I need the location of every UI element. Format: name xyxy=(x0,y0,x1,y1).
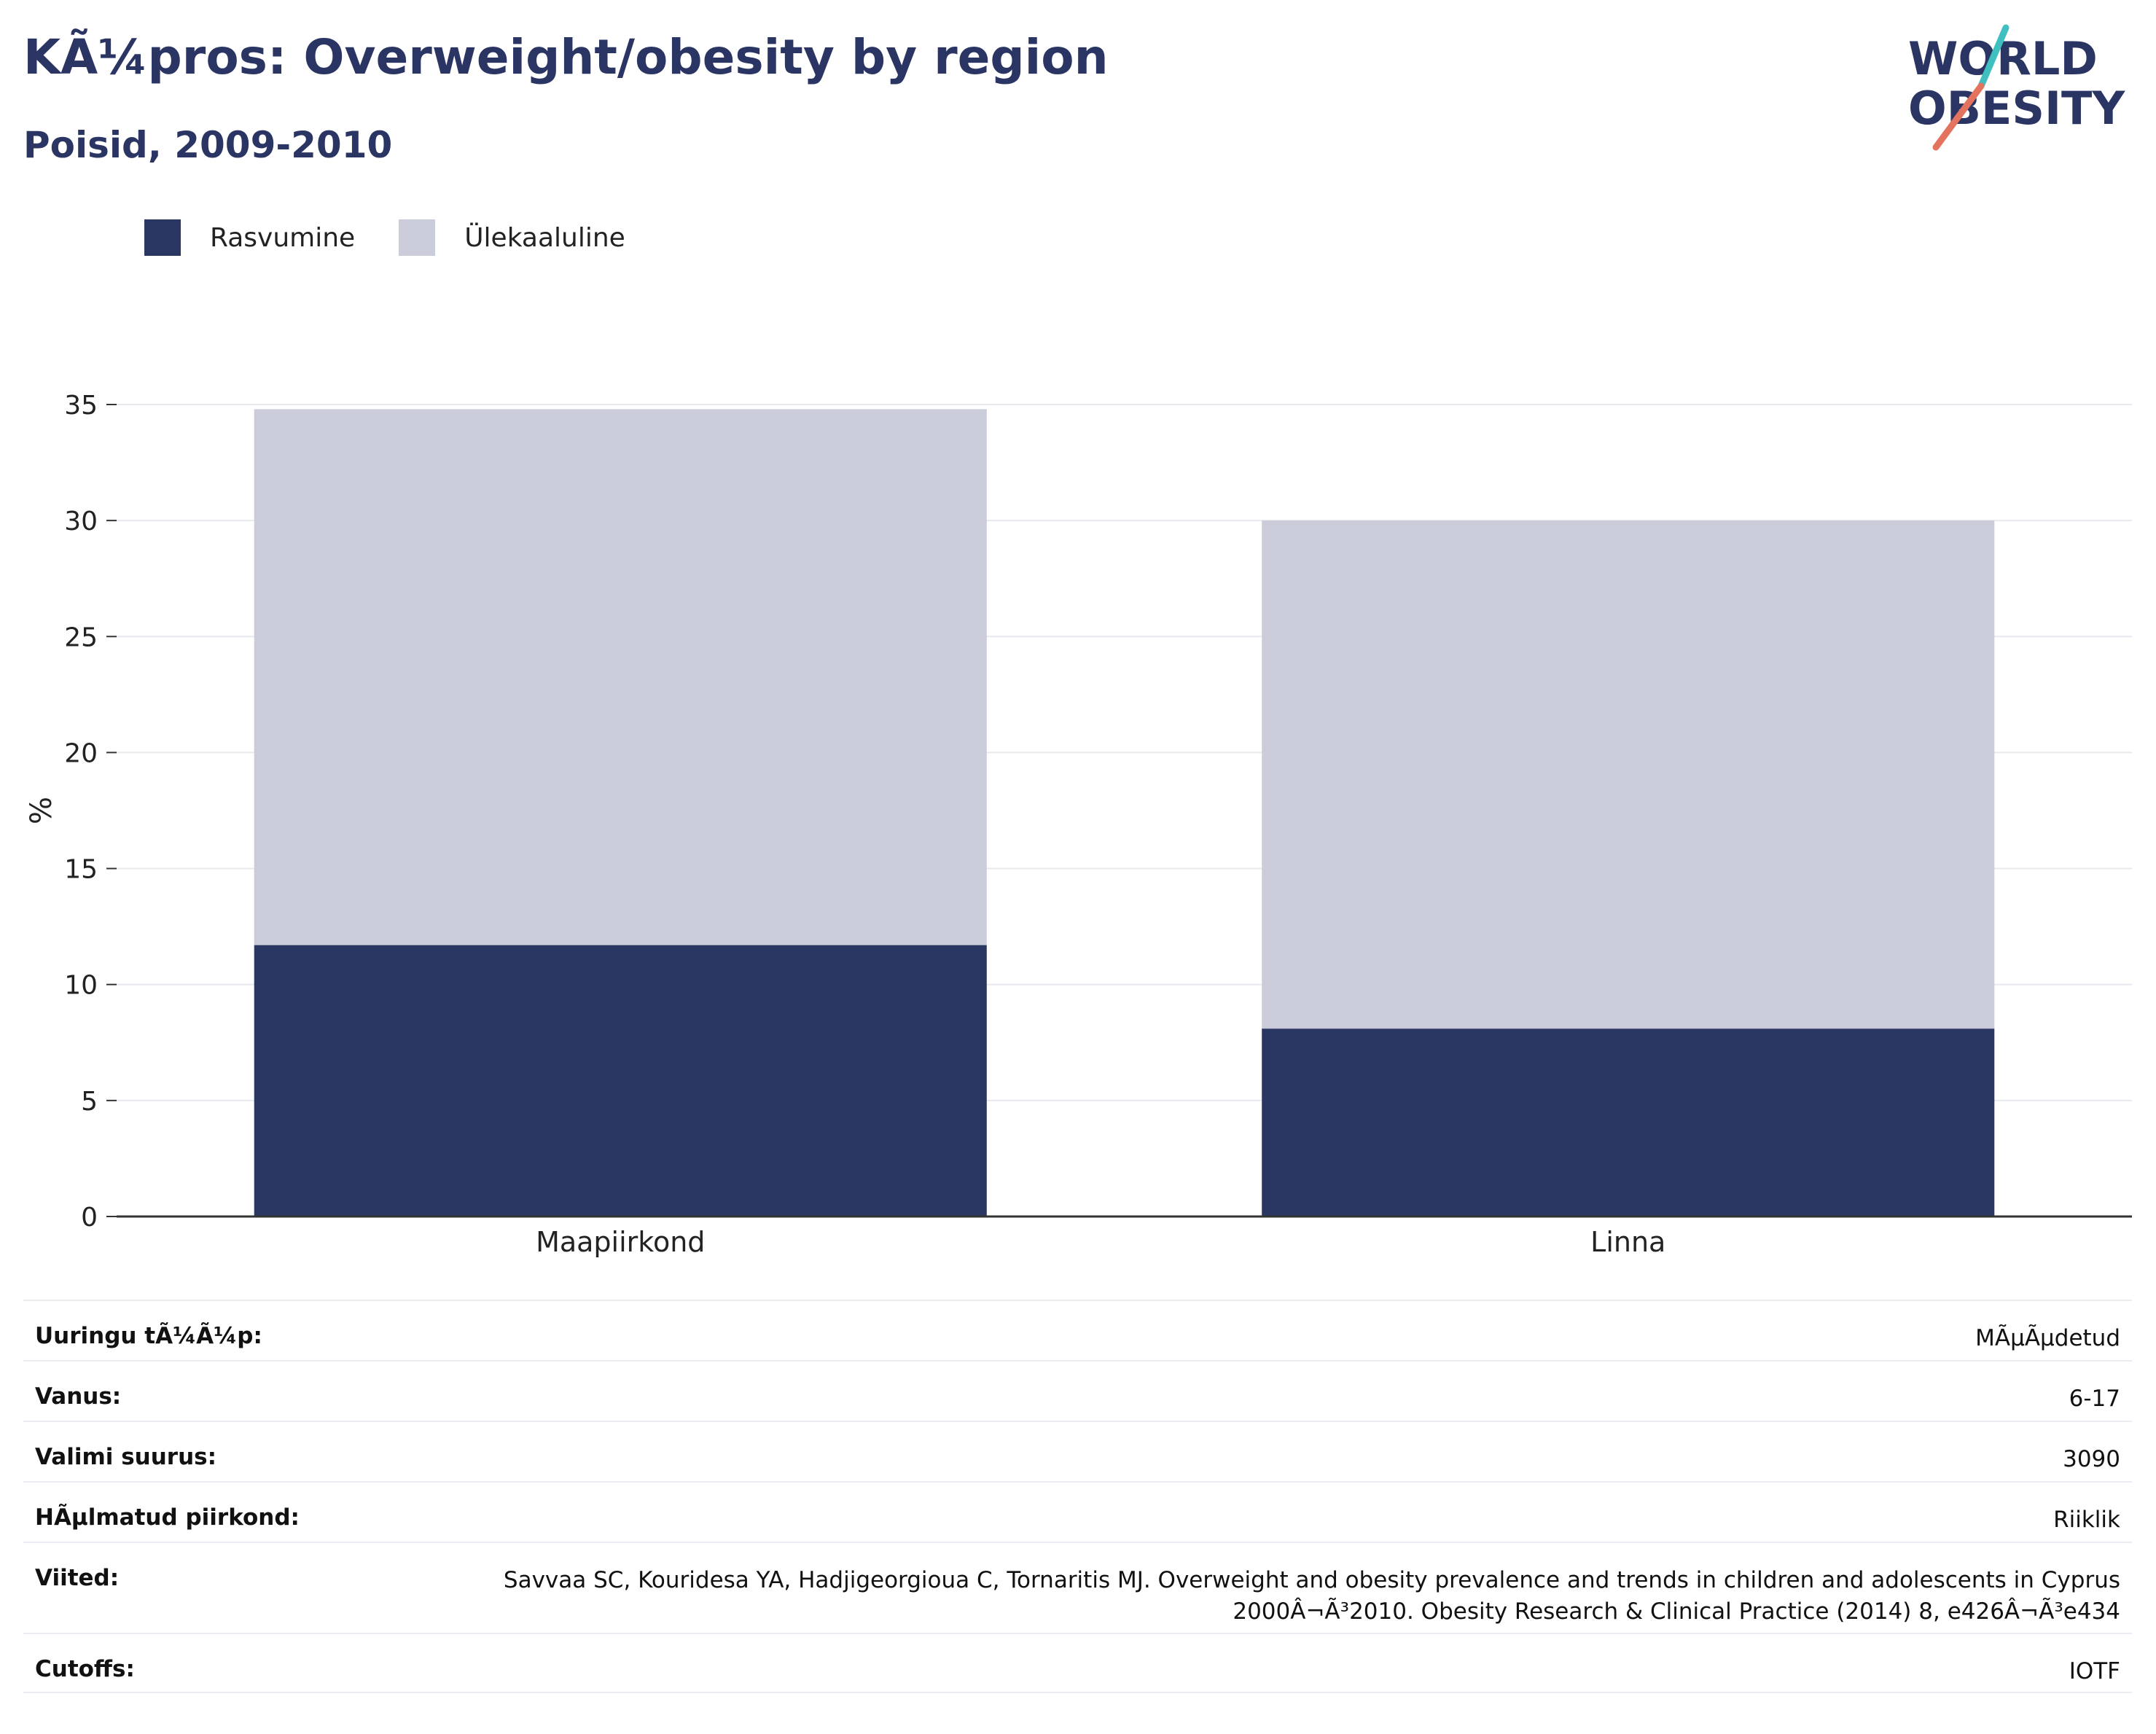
info-row-references: Viited: Savvaa SC, Kouridesa YA, Hadjige… xyxy=(23,1542,2132,1633)
y-tick-label: 10 xyxy=(64,971,98,1001)
y-tick-label: 30 xyxy=(64,507,98,536)
info-value-region-covered: Riiklik xyxy=(2053,1507,2120,1533)
info-label-cutoffs: Cutoffs: xyxy=(35,1656,135,1682)
bar-rasvumine xyxy=(254,945,987,1216)
chart-title: KÃ¼pros: Overweight/obesity by region xyxy=(23,29,1109,85)
legend-label-ulekaaluline: Ülekaaluline xyxy=(464,222,625,253)
info-label-sample-size: Valimi suurus: xyxy=(35,1444,216,1470)
logo-slash-teal xyxy=(1977,24,2009,90)
info-row-sample-size: Valimi suurus: 3090 xyxy=(23,1421,2132,1481)
y-tick-label: 25 xyxy=(64,622,98,652)
info-row-study-type: Uuringu tÃ¼Ã¼p: MÃµÃµdetud xyxy=(23,1300,2132,1360)
chart-subtitle: Poisid, 2009-2010 xyxy=(23,124,393,166)
info-value-sample-size: 3090 xyxy=(2063,1446,2120,1472)
bar-ulekaaluline xyxy=(254,409,987,945)
info-row-cutoffs: Cutoffs: IOTF xyxy=(23,1633,2132,1693)
y-tick-label: 35 xyxy=(64,391,98,421)
logo-text-obesity: OBESITY xyxy=(1908,82,2125,135)
info-label-study-type: Uuringu tÃ¼Ã¼p: xyxy=(35,1323,262,1349)
legend-label-rasvumine: Rasvumine xyxy=(210,222,356,253)
bar-rasvumine xyxy=(1262,1028,1995,1216)
info-value-study-type: MÃµÃµdetud xyxy=(1975,1325,2120,1351)
info-row-region-covered: HÃµlmatud piirkond: Riiklik xyxy=(23,1481,2132,1542)
legend-swatch-rasvumine xyxy=(144,219,181,256)
bar-ulekaaluline xyxy=(1262,520,1995,1029)
x-tick-label: Maapiirkond xyxy=(536,1226,705,1258)
info-label-age: Vanus: xyxy=(35,1383,122,1410)
y-tick-label: 20 xyxy=(64,738,98,768)
logo-slash-coral xyxy=(1932,82,1985,151)
x-tick-label: Linna xyxy=(1590,1226,1665,1258)
legend-item-rasvumine[interactable]: Rasvumine xyxy=(144,219,355,256)
y-tick-label: 0 xyxy=(81,1203,98,1233)
info-row-age: Vanus: 6-17 xyxy=(23,1360,2132,1421)
info-table: Uuringu tÃ¼Ã¼p: MÃµÃµdetud Vanus: 6-17 V… xyxy=(23,1300,2132,1693)
info-label-references: Viited: xyxy=(35,1565,120,1591)
legend-item-ulekaaluline[interactable]: Ülekaaluline xyxy=(399,219,625,256)
info-value-cutoffs: IOTF xyxy=(2069,1658,2120,1684)
y-tick-label: 5 xyxy=(81,1087,98,1117)
chart-legend: Rasvumine Ülekaaluline xyxy=(144,216,669,259)
y-tick-label: 15 xyxy=(64,855,98,885)
info-label-region-covered: HÃµlmatud piirkond: xyxy=(35,1504,300,1531)
info-value-age: 6-17 xyxy=(2069,1386,2120,1412)
legend-swatch-ulekaaluline xyxy=(399,219,436,256)
stacked-bar-chart: 0 5 10 15 20 25 30 35% Maapiirkond Linna xyxy=(25,391,2132,1258)
info-value-references: Savvaa SC, Kouridesa YA, Hadjigeorgioua … xyxy=(503,1567,2120,1625)
world-obesity-logo: WORLD OBESITY xyxy=(1908,24,2125,151)
y-axis-label: % xyxy=(25,797,58,824)
